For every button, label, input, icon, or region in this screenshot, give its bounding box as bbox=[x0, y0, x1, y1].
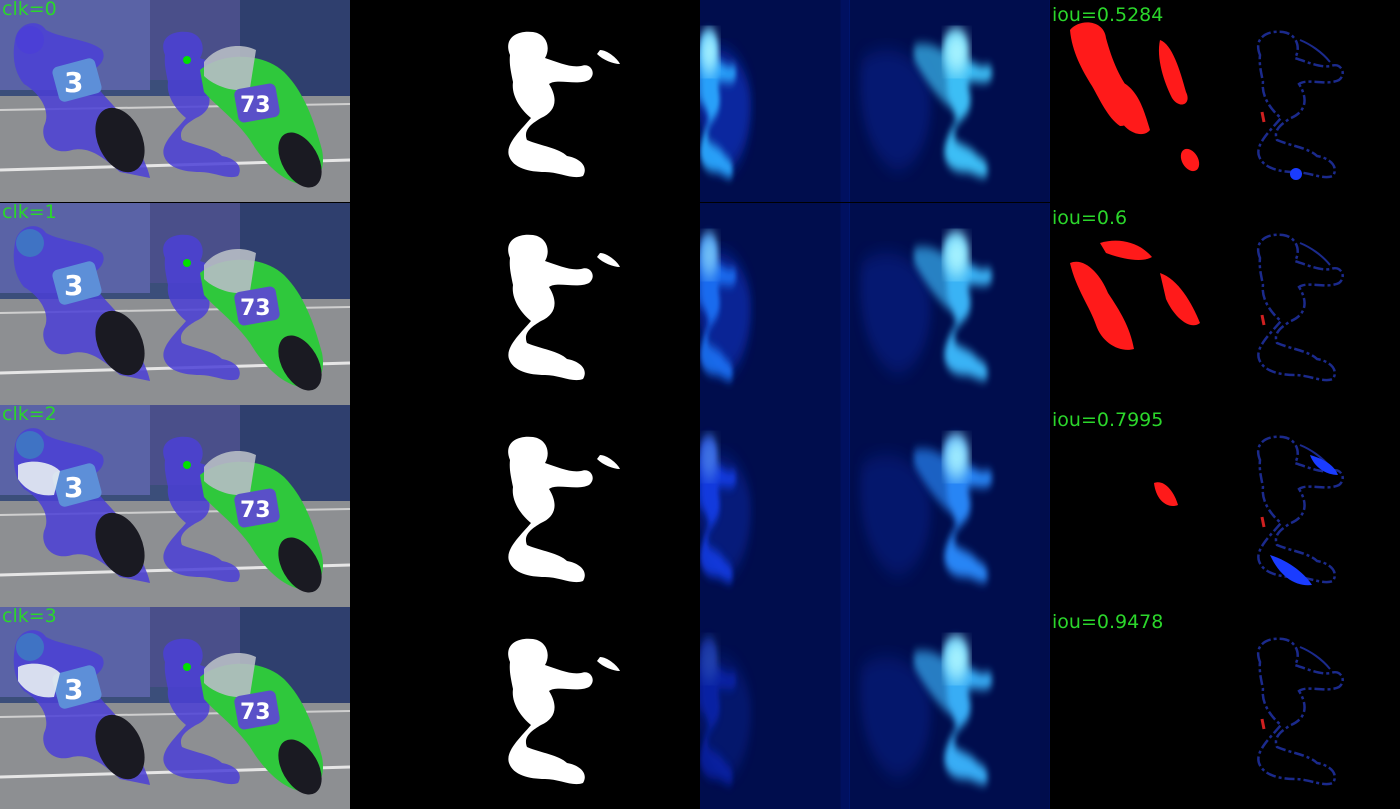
feature-and-probability-maps bbox=[700, 405, 1050, 607]
left-bike-number: 3 bbox=[64, 269, 83, 302]
mask-tile bbox=[350, 203, 700, 405]
input-photo: 3 73 bbox=[0, 405, 350, 607]
feature-and-probability-maps bbox=[700, 607, 1050, 809]
error-tile: iou=0.6 bbox=[1050, 203, 1400, 405]
result-row: 3 73 clk=1 bbox=[0, 203, 1400, 405]
click-point bbox=[183, 663, 191, 671]
ground-truth-mask bbox=[350, 203, 700, 405]
right-bike-number: 73 bbox=[240, 296, 271, 321]
error-map bbox=[1050, 607, 1400, 809]
click-count-label: clk=1 bbox=[2, 203, 57, 223]
ground-truth-mask bbox=[350, 0, 700, 202]
input-tile: 3 73 clk=3 bbox=[0, 607, 350, 809]
right-bike-number: 73 bbox=[240, 93, 271, 118]
left-bike-number: 3 bbox=[64, 471, 83, 504]
error-map bbox=[1050, 0, 1400, 202]
iou-label: iou=0.9478 bbox=[1052, 611, 1164, 633]
feature-and-probability-maps bbox=[700, 0, 1050, 202]
iou-label: iou=0.5284 bbox=[1052, 4, 1164, 26]
error-map bbox=[1050, 203, 1400, 405]
error-tile: iou=0.9478 bbox=[1050, 607, 1400, 809]
input-photo: 3 73 bbox=[0, 0, 350, 202]
error-map bbox=[1050, 405, 1400, 607]
ground-truth-mask bbox=[350, 607, 700, 809]
iou-label: iou=0.7995 bbox=[1052, 409, 1164, 431]
click-point bbox=[183, 259, 191, 267]
error-tile: iou=0.7995 bbox=[1050, 405, 1400, 607]
heatmap-tile bbox=[700, 405, 1050, 607]
input-photo: 3 73 bbox=[0, 203, 350, 405]
false-negative-region bbox=[1070, 22, 1200, 172]
click-point bbox=[183, 56, 191, 64]
click-count-label: clk=2 bbox=[2, 405, 57, 425]
input-tile: 3 73 clk=0 bbox=[0, 0, 350, 202]
heatmap-tile bbox=[700, 0, 1050, 202]
false-negative-region bbox=[1070, 240, 1200, 350]
input-photo: 3 73 bbox=[0, 607, 350, 809]
right-bike-number: 73 bbox=[240, 700, 271, 725]
left-bike-number: 3 bbox=[64, 673, 83, 706]
input-tile: 3 73 clk=2 bbox=[0, 405, 350, 607]
false-negative-region bbox=[1154, 482, 1178, 507]
heatmap-tile bbox=[700, 607, 1050, 809]
left-bike-number: 3 bbox=[64, 66, 83, 99]
input-tile: 3 73 clk=1 bbox=[0, 203, 350, 405]
result-row: 3 73 clk=0 bbox=[0, 0, 1400, 202]
heatmap-tile bbox=[700, 203, 1050, 405]
error-tile: iou=0.5284 bbox=[1050, 0, 1400, 202]
feature-and-probability-maps bbox=[700, 203, 1050, 405]
mask-tile bbox=[350, 607, 700, 809]
iou-label: iou=0.6 bbox=[1052, 207, 1128, 229]
mask-tile bbox=[350, 0, 700, 202]
result-row: 3 73 clk=3 bbox=[0, 607, 1400, 809]
ground-truth-mask bbox=[350, 405, 700, 607]
right-bike-number: 73 bbox=[240, 498, 271, 523]
click-count-label: clk=0 bbox=[2, 0, 57, 20]
click-count-label: clk=3 bbox=[2, 607, 57, 627]
result-row: 3 73 clk=2 bbox=[0, 405, 1400, 607]
mask-tile bbox=[350, 405, 700, 607]
click-point bbox=[183, 461, 191, 469]
